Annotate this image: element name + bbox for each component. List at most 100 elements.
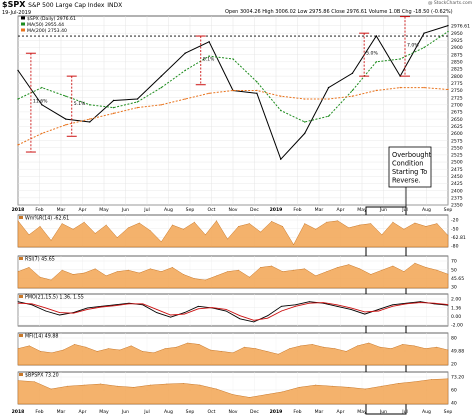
- data-point: [28, 234, 30, 236]
- x-tick-label: Dec: [250, 409, 259, 415]
- data-point: [322, 302, 324, 303]
- data-point: [293, 269, 295, 271]
- x-tick-label: Nov: [229, 207, 238, 213]
- x-tick-label: Aug: [422, 207, 431, 213]
- data-point: [51, 352, 53, 354]
- x-tick-label: Jun: [121, 409, 129, 415]
- data-point: [315, 275, 317, 277]
- x-tick-label: Jul: [401, 409, 408, 415]
- data-point: [65, 118, 67, 120]
- data-point: [232, 89, 234, 92]
- data-point: [260, 231, 261, 233]
- data-point: [41, 86, 43, 89]
- data-point: [182, 383, 184, 384]
- data-point: [348, 386, 350, 388]
- y-tick-label: 80: [451, 336, 457, 342]
- data-point: [119, 349, 121, 351]
- data-point: [392, 305, 393, 307]
- x-tick-label: Dec: [250, 207, 259, 213]
- panel-title-swatch: [19, 373, 23, 376]
- data-point: [197, 305, 199, 307]
- data-point: [399, 58, 401, 60]
- data-point: [232, 394, 234, 395]
- data-point: [425, 267, 427, 268]
- data-point: [357, 345, 358, 347]
- x-tick-label: 2018: [12, 409, 25, 415]
- data-point: [17, 271, 19, 272]
- panel-title: RSI(7) 45.65: [25, 257, 55, 263]
- data-point: [295, 304, 296, 306]
- y-tick-label: 2525: [451, 153, 463, 159]
- data-point: [199, 384, 201, 386]
- data-point: [171, 224, 173, 226]
- data-point: [414, 222, 416, 224]
- data-point: [17, 220, 19, 222]
- data-point: [334, 348, 336, 349]
- data-point: [436, 223, 438, 225]
- x-tick-label: Aug: [164, 409, 173, 415]
- data-point: [225, 310, 227, 312]
- x-tick-label: Mar: [57, 409, 66, 415]
- data-point: [187, 342, 189, 344]
- exchange: INDX: [107, 2, 123, 9]
- data-point: [108, 348, 109, 349]
- data-point: [300, 345, 302, 347]
- data-point: [45, 310, 47, 312]
- x-tick-label: 2019: [270, 207, 283, 213]
- data-point: [171, 267, 173, 268]
- data-point: [337, 267, 339, 268]
- y-tick-label: 2475: [451, 167, 463, 173]
- data-point: [232, 58, 234, 60]
- data-point: [378, 310, 380, 312]
- y-tick-label: 2575: [451, 138, 463, 144]
- data-point: [378, 309, 380, 310]
- data-point: [59, 314, 61, 316]
- data-point: [17, 69, 19, 72]
- y-tick-label: 73.20: [451, 375, 464, 381]
- data-point: [216, 275, 217, 277]
- x-tick-label: Apr: [79, 207, 87, 213]
- data-point: [136, 98, 139, 100]
- x-tick-label: 2018: [12, 207, 25, 213]
- data-point: [184, 312, 185, 313]
- x-tick-label: Jun: [379, 409, 387, 415]
- data-point: [256, 81, 258, 83]
- data-point: [281, 310, 282, 312]
- x-tick-label: Mar: [315, 409, 324, 415]
- data-point: [184, 52, 186, 54]
- data-point: [197, 308, 199, 310]
- data-point: [447, 235, 449, 236]
- data-point: [149, 230, 151, 232]
- data-point: [88, 121, 91, 123]
- data-point: [423, 46, 425, 49]
- legend-entry: MA(50) 2955.44: [27, 22, 64, 28]
- y-tick-label: 20: [451, 362, 457, 368]
- x-tick-label: May: [99, 409, 109, 415]
- data-point: [423, 32, 425, 34]
- data-point: [216, 220, 217, 222]
- data-point: [403, 271, 405, 272]
- data-point: [142, 351, 143, 352]
- data-point: [243, 346, 245, 348]
- data-point: [221, 351, 223, 352]
- data-point: [399, 86, 401, 89]
- y-tick-label: 40: [451, 401, 457, 407]
- data-point: [364, 388, 366, 390]
- y-tick-label: 2375: [451, 196, 463, 202]
- data-point: [391, 348, 392, 349]
- data-point: [50, 388, 52, 390]
- x-tick-label: Oct: [208, 207, 216, 213]
- data-point: [170, 316, 171, 318]
- data-point: [170, 314, 171, 316]
- x-tick-label: Jul: [143, 409, 150, 415]
- data-point: [17, 348, 19, 349]
- data-point: [348, 227, 350, 229]
- data-point: [447, 378, 449, 380]
- x-tick-label: 2019: [270, 409, 283, 415]
- data-point: [403, 228, 405, 230]
- data-point: [280, 158, 282, 160]
- data-point: [105, 275, 107, 277]
- data-point: [88, 118, 91, 120]
- data-point: [17, 301, 19, 303]
- data-point: [271, 220, 272, 222]
